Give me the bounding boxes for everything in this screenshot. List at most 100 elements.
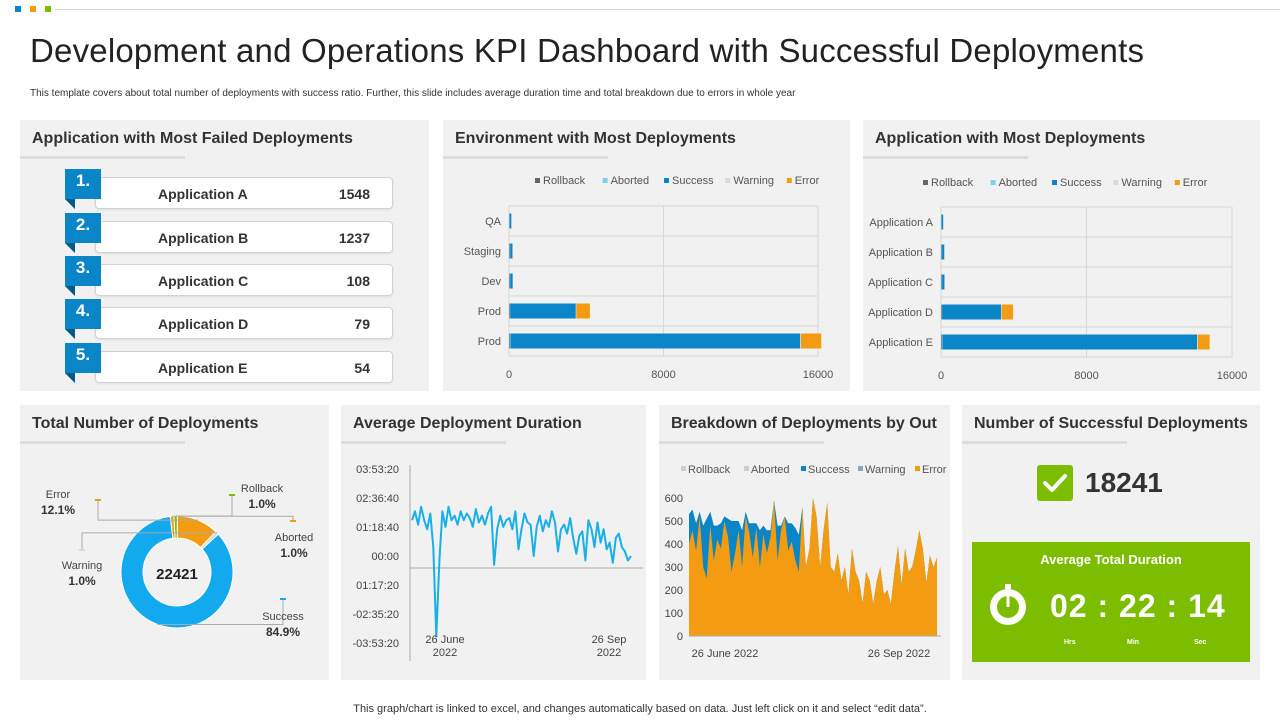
legend-label: Error (922, 464, 947, 476)
area-error (689, 498, 937, 636)
legend-swatch (1113, 180, 1119, 185)
x-tick-label: 26 Sep 2022 (868, 648, 930, 660)
bar-rollback (509, 303, 510, 319)
legend-swatch (1052, 180, 1057, 185)
x-tick-label: 0 (938, 370, 944, 382)
x-tick-label: 16000 (803, 369, 834, 381)
donut-label-pct: 84.9% (266, 625, 300, 639)
donut-label-pct: 1.0% (68, 574, 96, 588)
average-total-duration-card: Average Total Duration 02 : 22 : 14 Hrs … (972, 542, 1250, 662)
panel-underline (659, 441, 824, 444)
average-duration-line-chart: 03:53:20 02:36:40 01:18:40 00:00 01:17:20 -02… (353, 464, 643, 661)
application-bar-chart: Rollback Aborted Success Warning Error Applic… (868, 177, 1247, 382)
rank-badge: 1. (65, 169, 101, 209)
legend-label: Success (1060, 177, 1102, 189)
rank-badge: 2. (65, 213, 101, 253)
leader-marker (79, 549, 85, 551)
category-label: Prod (478, 306, 501, 318)
y-tick-label: 500 (665, 516, 683, 528)
leader-line (157, 599, 284, 626)
page-title: Development and Operations KPI Dashboard… (30, 32, 1145, 69)
legend-label: Aborted (611, 175, 650, 187)
legend-label: Warning (1121, 177, 1162, 189)
bar-rollback (941, 244, 942, 260)
donut-label-pct: 12.1% (41, 503, 75, 517)
donut-label-name: Aborted (275, 532, 314, 544)
bar-warning (575, 303, 577, 319)
stopwatch-icon (990, 584, 1026, 625)
bar-warning (1197, 334, 1198, 350)
environment-bar-chart: Rollback Aborted Success Warning Error QA Stag… (464, 175, 834, 381)
check-icon (1037, 465, 1073, 501)
panel-underline (443, 156, 608, 159)
total-deployments-donut: 22421 Success 84.9% Warning 1.0% Error 12.1% Ro… (41, 483, 314, 639)
y-tick-label: 200 (665, 585, 683, 597)
donut-label-name: Success (262, 611, 304, 623)
legend-label: Success (672, 175, 714, 187)
panel-title: Application with Most Failed Deployments (32, 130, 353, 147)
y-tick-label: -03:53:20 (353, 638, 399, 650)
donut-label-name: Rollback (241, 483, 284, 495)
legend-label: Warning (733, 175, 774, 187)
leader-marker (280, 598, 286, 600)
bar-rollback (941, 304, 942, 320)
bar-aborted (941, 274, 943, 290)
y-tick-label: 400 (665, 539, 683, 551)
bar-rollback (509, 273, 510, 289)
rank-number: 2. (75, 215, 91, 234)
rank-number: 5. (75, 345, 91, 364)
rank-ribbon-icon (65, 169, 101, 209)
average-total-duration-label: Average Total Duration (1040, 552, 1182, 567)
failed-app-row: Application C 108 (95, 264, 393, 296)
category-label: Dev (481, 276, 501, 288)
bar-error (1197, 334, 1210, 350)
panel-title: Environment with Most Deployments (455, 130, 736, 147)
category-label: Application D (868, 307, 933, 319)
leader-line (175, 495, 233, 517)
category-label: Staging (464, 246, 501, 258)
legend-label: Error (1183, 177, 1208, 189)
bar-warning (800, 333, 802, 349)
legend-swatch (681, 466, 686, 471)
bar-success (941, 214, 944, 230)
category-label: Application E (869, 337, 933, 349)
legend-swatch (786, 178, 792, 183)
legend-swatch (801, 466, 806, 471)
rank-badge: 4. (65, 299, 101, 339)
brand-dot-orange (30, 6, 36, 12)
x-tick-label: 26 Sep (592, 634, 627, 646)
y-tick-label: 600 (665, 493, 683, 505)
y-tick-label: 100 (665, 608, 683, 620)
legend-label: Success (808, 464, 850, 476)
brand-dot-green (45, 6, 51, 12)
failed-app-name: Application C (158, 273, 249, 289)
category-label: QA (485, 216, 502, 228)
legend-label: Error (795, 175, 820, 187)
bar-aborted (509, 273, 511, 289)
x-tick-label: 26 June (425, 634, 464, 646)
legend-label: Rollback (688, 464, 731, 476)
y-tick-label: 01:17:20 (356, 580, 399, 592)
bar-rollback (941, 274, 942, 290)
donut-slice-success (120, 515, 234, 629)
panel-title: Application with Most Deployments (875, 130, 1146, 147)
bar-success (510, 333, 801, 349)
failed-app-row: Application A 1548 (95, 177, 393, 209)
bar-aborted (509, 333, 511, 349)
failed-app-row: Application B 1237 (95, 221, 393, 253)
leader-line (81, 532, 218, 550)
legend-swatch (664, 178, 669, 183)
rank-number: 4. (75, 301, 91, 320)
x-tick-label: 2022 (597, 647, 621, 659)
category-label: Application C (868, 277, 933, 289)
leader-marker (95, 499, 101, 501)
legend-swatch (1174, 180, 1180, 185)
rank-ribbon-icon (65, 343, 101, 383)
bar-warning (1001, 304, 1002, 320)
category-label: Application B (869, 247, 933, 259)
header-rule (55, 9, 1280, 10)
bar-error (801, 333, 822, 349)
hours-unit: Hrs (1064, 639, 1076, 646)
legend-swatch (744, 466, 749, 471)
donut-label-name: Error (46, 489, 71, 501)
